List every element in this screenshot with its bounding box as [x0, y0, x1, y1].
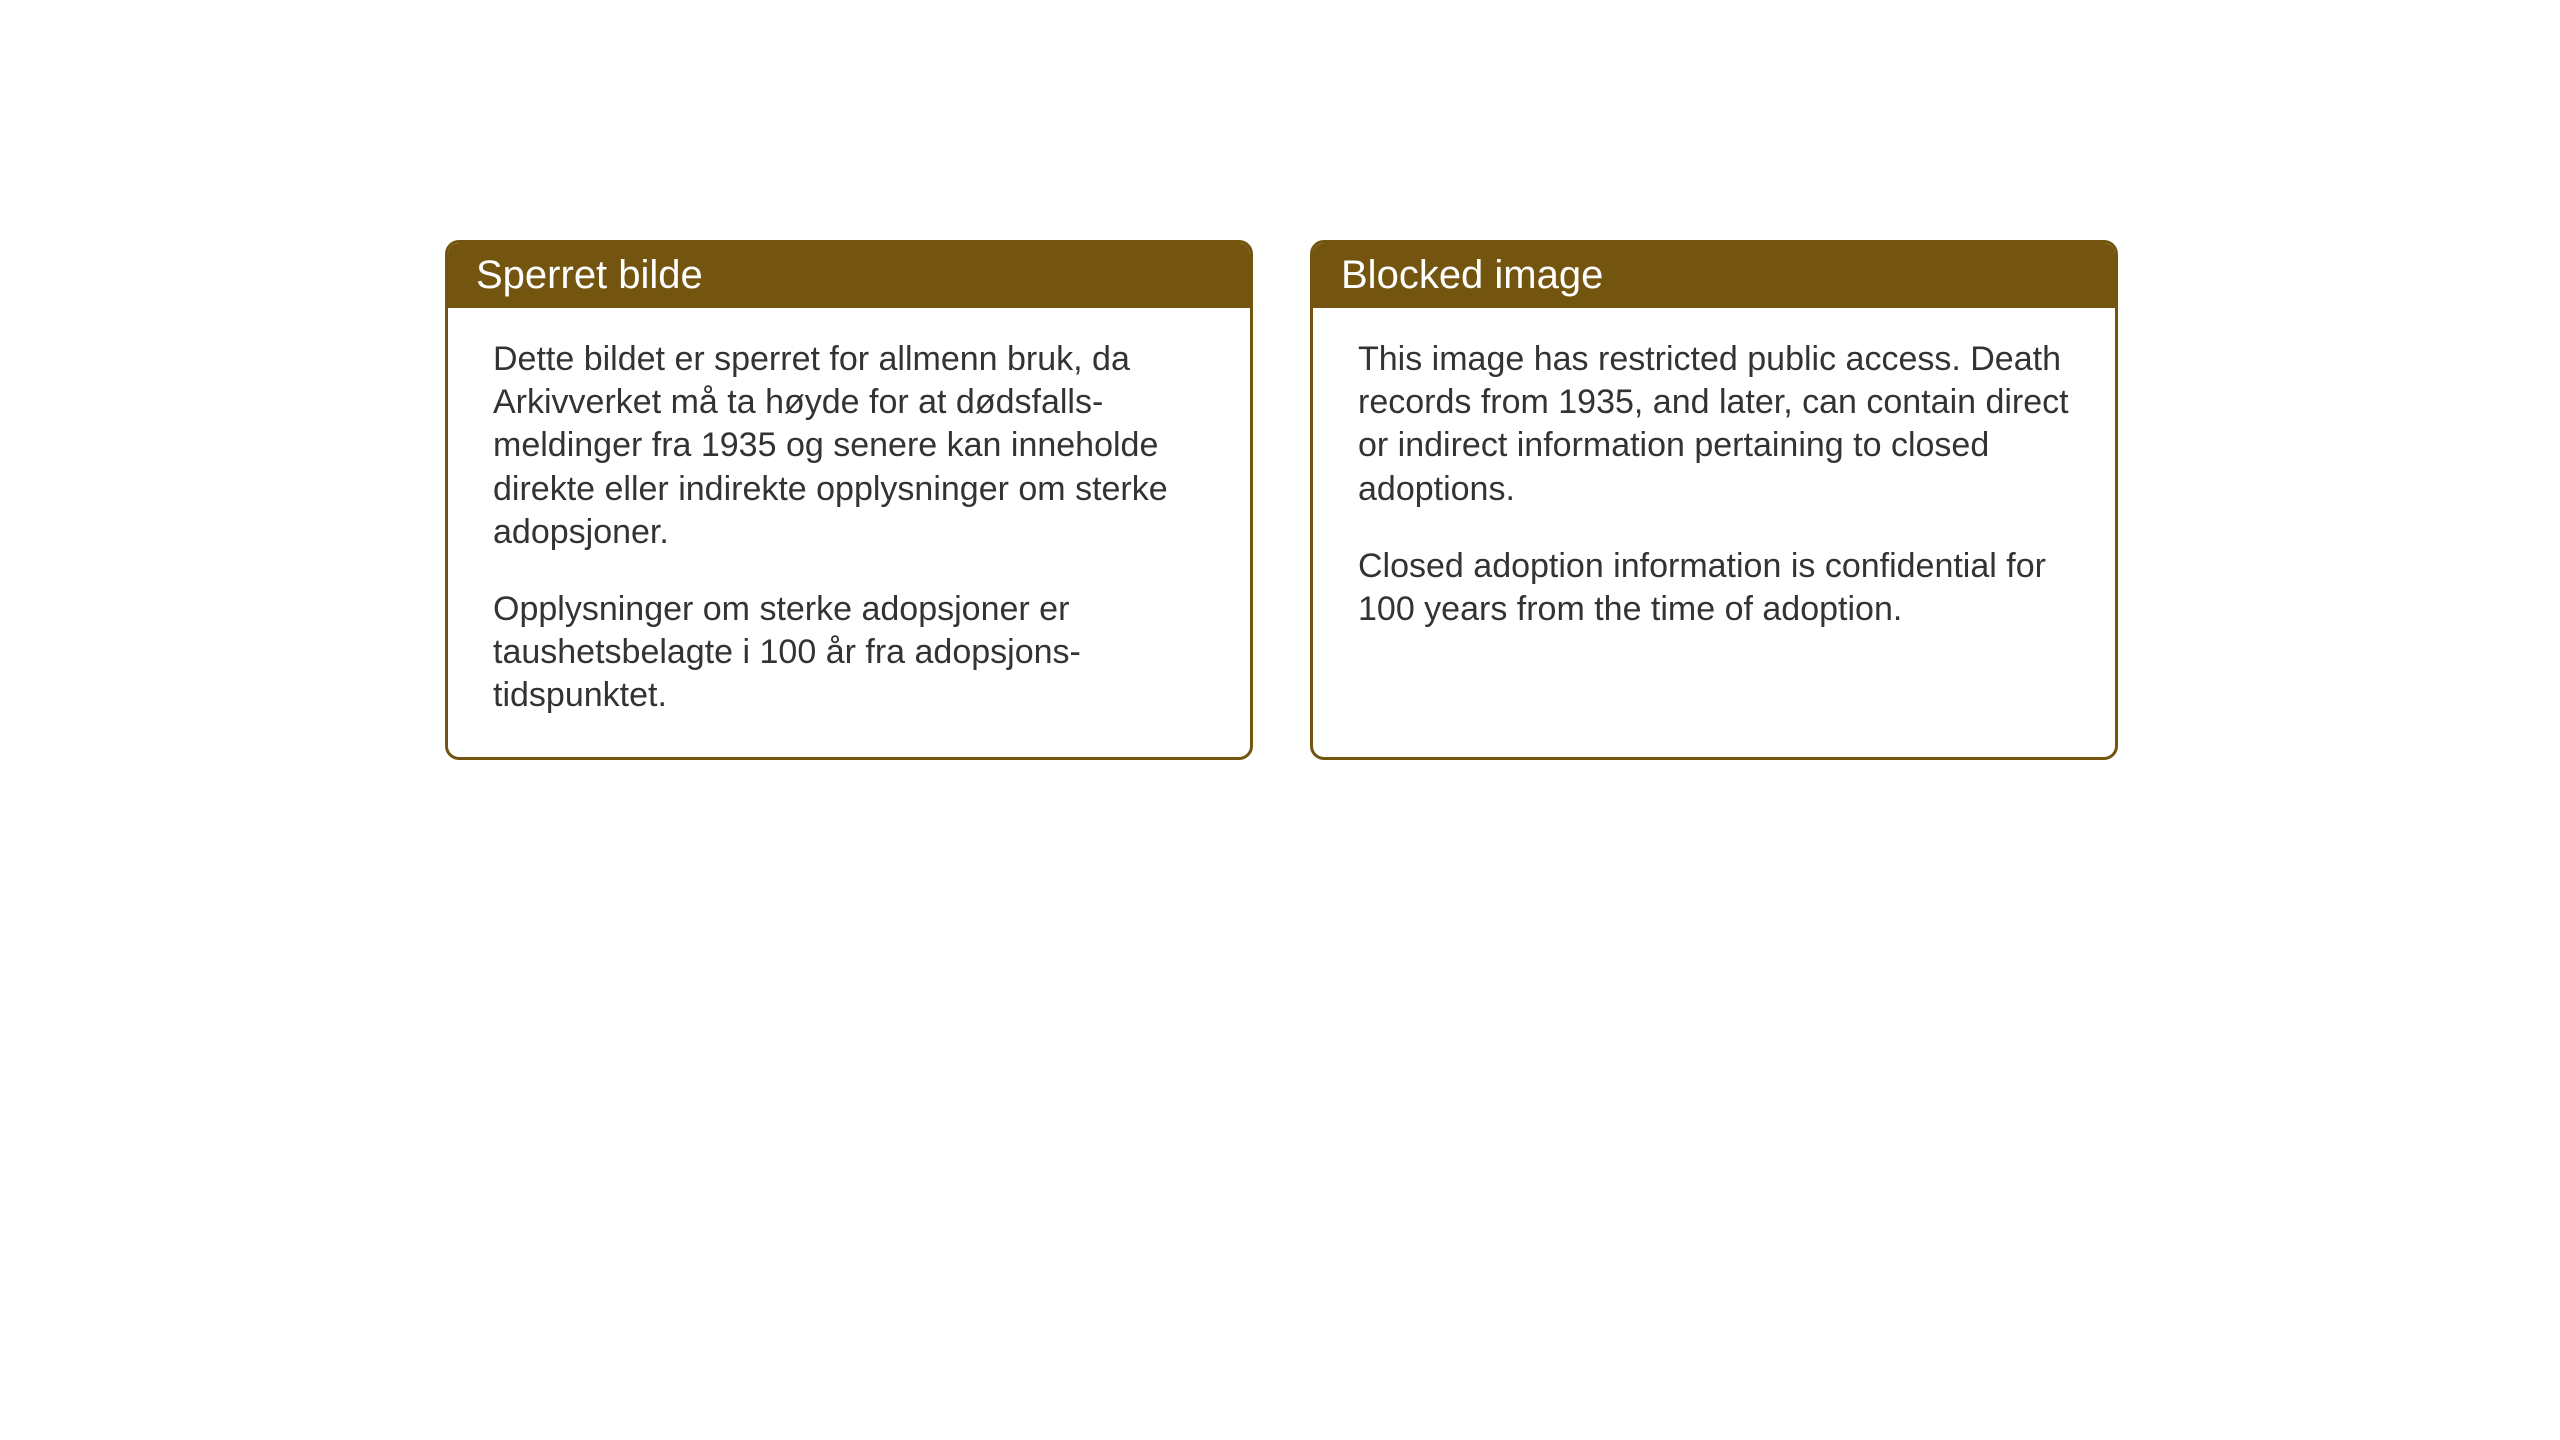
norwegian-paragraph-2: Opplysninger om sterke adopsjoner er tau… [493, 588, 1205, 718]
notice-container: Sperret bilde Dette bildet er sperret fo… [445, 240, 2118, 760]
english-paragraph-2: Closed adoption information is confident… [1358, 545, 2070, 631]
english-card-body: This image has restricted public access.… [1313, 308, 2115, 671]
english-notice-card: Blocked image This image has restricted … [1310, 240, 2118, 760]
norwegian-card-body: Dette bildet er sperret for allmenn bruk… [448, 308, 1250, 757]
norwegian-paragraph-1: Dette bildet er sperret for allmenn bruk… [493, 338, 1205, 554]
norwegian-card-title: Sperret bilde [448, 243, 1250, 308]
english-card-title: Blocked image [1313, 243, 2115, 308]
norwegian-notice-card: Sperret bilde Dette bildet er sperret fo… [445, 240, 1253, 760]
english-paragraph-1: This image has restricted public access.… [1358, 338, 2070, 511]
